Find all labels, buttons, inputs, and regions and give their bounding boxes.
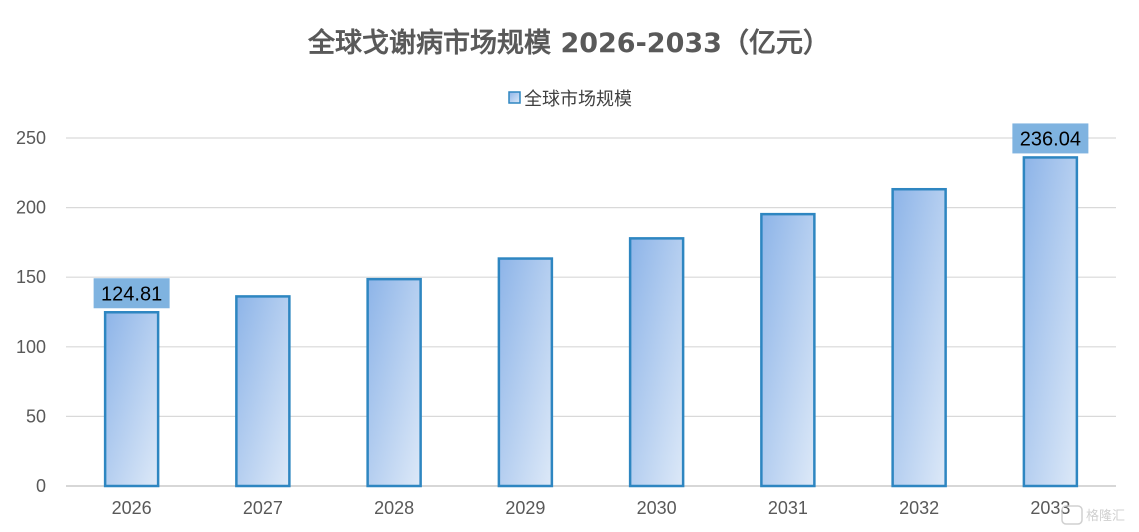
legend: 全球市场规模 [508,89,632,110]
data-label: 124.81 [101,283,162,305]
x-tick-label: 2033 [1030,498,1070,518]
watermark-text: 格隆汇 [1086,508,1125,524]
y-tick-label: 200 [16,198,46,218]
data-label: 236.04 [1020,128,1081,150]
legend-label: 全球市场规模 [524,89,632,110]
bar-2031 [760,212,816,488]
bars [103,156,1079,488]
x-tick-label: 2031 [768,498,808,518]
y-tick-label: 100 [16,337,46,357]
bar-2027 [235,295,291,488]
bar-2026 [103,311,160,488]
gridlines [66,137,1116,487]
data-label-box [1012,123,1089,154]
chart-title: 全球戈谢病市场规模 2026-2033（亿元） [307,27,830,59]
y-axis-ticks: 0 50 100 150 200 250 [16,128,46,496]
x-tick-label: 2027 [243,498,283,518]
y-tick-label: 250 [16,128,46,148]
bar-2029 [497,257,554,488]
bar-2030 [628,237,685,488]
watermark: 格隆汇 [1061,505,1125,525]
bar-2028 [366,277,422,488]
x-tick-label: 2030 [637,498,677,518]
watermark-logo-icon [1061,505,1083,525]
y-tick-label: 50 [26,406,46,426]
data-labels: 124.81 236.04 [93,123,1089,309]
data-label-box [93,278,170,309]
x-tick-label: 2026 [112,498,152,518]
legend-swatch [508,91,521,104]
y-tick-label: 0 [36,476,46,496]
bar-2032 [891,187,947,488]
x-tick-label: 2028 [374,498,414,518]
x-tick-label: 2032 [899,498,939,518]
x-axis-ticks: 2026 2027 2028 2029 2030 2031 2032 2033 [112,498,1071,518]
x-tick-label: 2029 [505,498,545,518]
bar-2033 [1022,156,1079,488]
y-tick-label: 150 [16,267,46,287]
